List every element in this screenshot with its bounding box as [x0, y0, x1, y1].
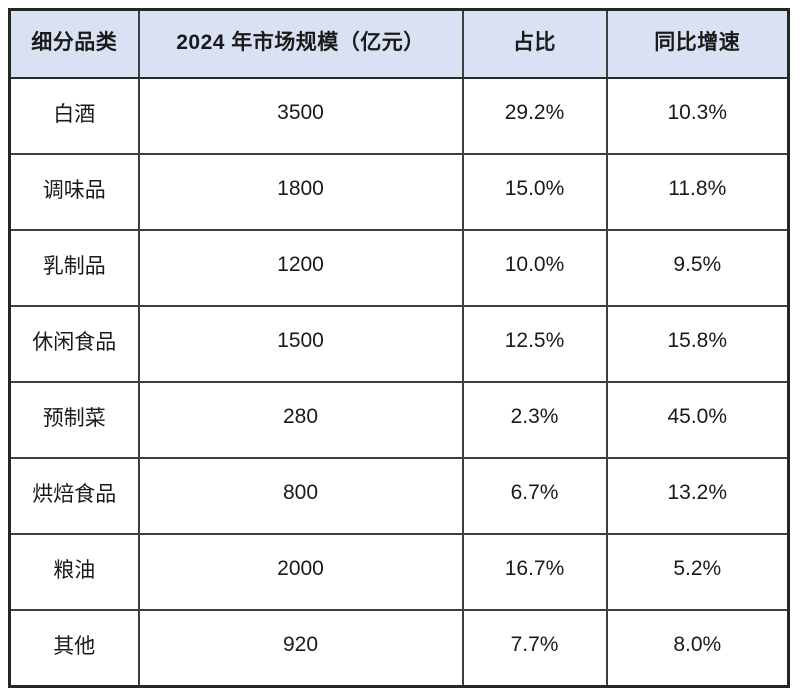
cell-category: 烘焙食品 — [8, 457, 140, 535]
table-row: 休闲食品 1500 12.5% 15.8% — [8, 305, 790, 383]
cell-growth: 13.2% — [605, 457, 790, 535]
cell-category-value: 白酒 — [53, 103, 96, 126]
table-row: 乳制品 1200 10.0% 9.5% — [8, 229, 790, 307]
table-row: 粮油 2000 16.7% 5.2% — [8, 533, 790, 611]
cell-share: 16.7% — [461, 533, 608, 611]
cell-growth-value: 13.2% — [667, 481, 728, 504]
cell-growth: 15.8% — [605, 305, 790, 383]
cell-growth: 11.8% — [605, 153, 790, 231]
cell-category: 调味品 — [8, 153, 140, 231]
cell-market-size-value: 2000 — [277, 557, 324, 580]
cell-market-size: 280 — [137, 381, 464, 459]
column-header-growth: 同比增速 — [605, 8, 790, 79]
cell-market-size: 920 — [137, 609, 464, 688]
column-header-category-label: 细分品类 — [31, 31, 118, 54]
cell-share: 10.0% — [461, 229, 608, 307]
cell-category: 白酒 — [8, 77, 140, 155]
cell-share: 29.2% — [461, 77, 608, 155]
column-header-market-size-label: 2024 年市场规模（亿元） — [176, 31, 425, 54]
table-row: 其他 920 7.7% 8.0% — [8, 609, 790, 688]
cell-growth: 10.3% — [605, 77, 790, 155]
cell-market-size: 800 — [137, 457, 464, 535]
cell-share-value: 15.0% — [504, 177, 565, 200]
table-header: 细分品类 2024 年市场规模（亿元） 占比 同比增速 — [8, 8, 790, 79]
table-body: 白酒 3500 29.2% 10.3% 调味品 1800 15.0% 11.8%… — [8, 77, 790, 688]
table-row: 调味品 1800 15.0% 11.8% — [8, 153, 790, 231]
cell-market-size: 2000 — [137, 533, 464, 611]
cell-category: 其他 — [8, 609, 140, 688]
table-row: 预制菜 280 2.3% 45.0% — [8, 381, 790, 459]
cell-share: 6.7% — [461, 457, 608, 535]
cell-category: 预制菜 — [8, 381, 140, 459]
cell-category-value: 调味品 — [42, 179, 106, 202]
market-segment-table: 细分品类 2024 年市场规模（亿元） 占比 同比增速 白酒 3500 29.2… — [8, 8, 790, 688]
cell-growth-value: 9.5% — [673, 253, 722, 276]
cell-growth: 5.2% — [605, 533, 790, 611]
cell-growth: 9.5% — [605, 229, 790, 307]
cell-growth-value: 8.0% — [673, 633, 722, 656]
cell-market-size-value: 1200 — [277, 253, 324, 276]
cell-category: 休闲食品 — [8, 305, 140, 383]
table-row: 烘焙食品 800 6.7% 13.2% — [8, 457, 790, 535]
cell-growth-value: 45.0% — [667, 405, 728, 428]
cell-category-value: 粮油 — [53, 559, 96, 582]
cell-share-value: 7.7% — [510, 633, 559, 656]
cell-category-value: 烘焙食品 — [32, 483, 117, 506]
cell-market-size-value: 1800 — [277, 177, 324, 200]
cell-share-value: 12.5% — [504, 329, 565, 352]
column-header-category: 细分品类 — [8, 8, 140, 79]
header-row: 细分品类 2024 年市场规模（亿元） 占比 同比增速 — [8, 8, 790, 79]
cell-market-size-value: 280 — [282, 405, 319, 428]
cell-share-value: 29.2% — [504, 101, 565, 124]
cell-market-size-value: 920 — [282, 633, 319, 656]
column-header-market-size: 2024 年市场规模（亿元） — [137, 8, 464, 79]
cell-category-value: 其他 — [53, 635, 96, 658]
cell-category-value: 预制菜 — [42, 407, 106, 430]
cell-share-value: 2.3% — [510, 405, 559, 428]
column-header-growth-label: 同比增速 — [654, 31, 741, 54]
cell-growth-value: 10.3% — [667, 101, 728, 124]
cell-market-size: 1200 — [137, 229, 464, 307]
cell-growth-value: 5.2% — [673, 557, 722, 580]
column-header-share-label: 占比 — [513, 31, 556, 54]
cell-growth: 8.0% — [605, 609, 790, 688]
cell-share-value: 6.7% — [510, 481, 559, 504]
cell-category-value: 休闲食品 — [32, 331, 117, 354]
cell-category: 粮油 — [8, 533, 140, 611]
cell-market-size-value: 3500 — [277, 101, 324, 124]
table-row: 白酒 3500 29.2% 10.3% — [8, 77, 790, 155]
cell-share: 7.7% — [461, 609, 608, 688]
cell-share: 2.3% — [461, 381, 608, 459]
cell-share-value: 16.7% — [504, 557, 565, 580]
column-header-share: 占比 — [461, 8, 608, 79]
cell-category-value: 乳制品 — [42, 255, 106, 278]
cell-category: 乳制品 — [8, 229, 140, 307]
cell-market-size: 3500 — [137, 77, 464, 155]
cell-share-value: 10.0% — [504, 253, 565, 276]
cell-market-size-value: 1500 — [277, 329, 324, 352]
cell-market-size: 1800 — [137, 153, 464, 231]
cell-growth-value: 15.8% — [667, 329, 728, 352]
cell-share: 12.5% — [461, 305, 608, 383]
cell-growth-value: 11.8% — [668, 177, 727, 200]
cell-market-size-value: 800 — [282, 481, 319, 504]
cell-growth: 45.0% — [605, 381, 790, 459]
cell-share: 15.0% — [461, 153, 608, 231]
cell-market-size: 1500 — [137, 305, 464, 383]
